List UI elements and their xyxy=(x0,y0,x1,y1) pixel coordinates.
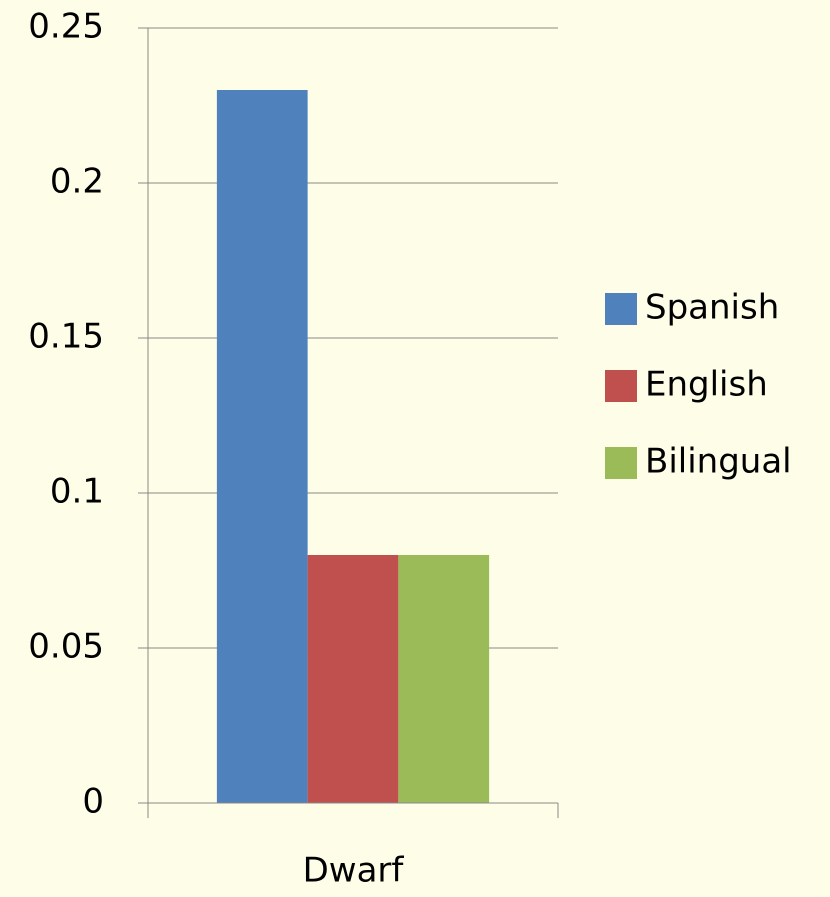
y-tick-label: 0.15 xyxy=(28,317,104,357)
legend-swatch xyxy=(605,370,637,402)
x-tick-label: Dwarf xyxy=(303,851,405,891)
legend-swatch xyxy=(605,447,637,479)
legend-label: English xyxy=(645,365,768,405)
y-tick-label: 0.05 xyxy=(28,627,104,667)
y-tick-label: 0.25 xyxy=(28,7,104,47)
legend-label: Spanish xyxy=(645,288,779,328)
bar xyxy=(216,90,308,803)
bar xyxy=(398,555,490,803)
y-tick-label: 0.1 xyxy=(50,472,104,512)
y-tick-label: 0.2 xyxy=(50,162,104,202)
legend-swatch xyxy=(605,293,637,325)
bar xyxy=(307,555,399,803)
y-tick-label: 0 xyxy=(82,782,104,822)
legend-label: Bilingual xyxy=(645,442,792,482)
